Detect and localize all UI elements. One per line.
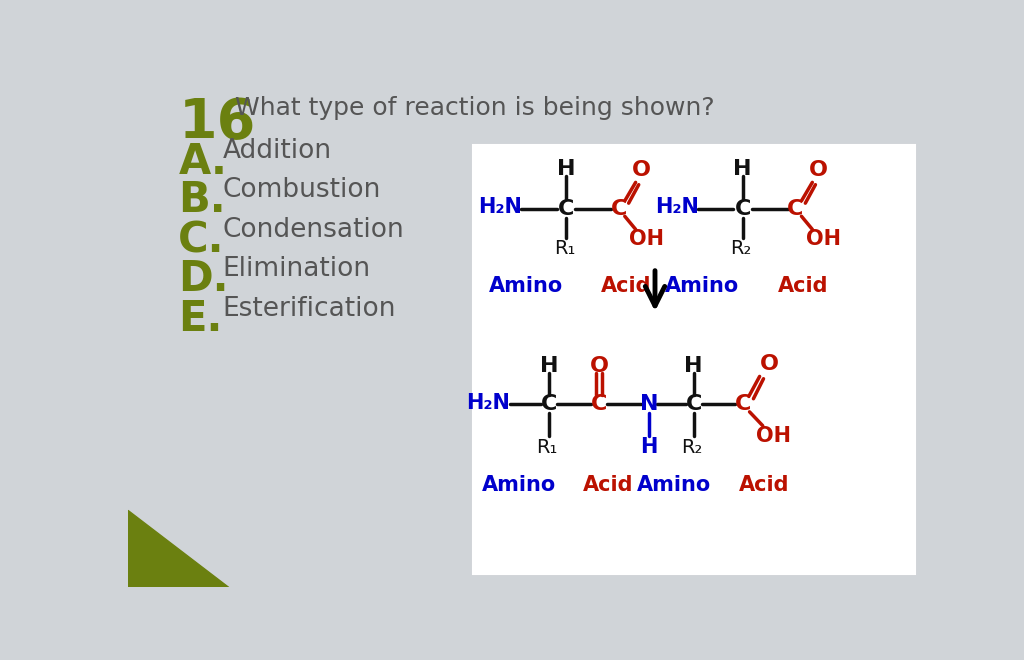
Text: A.: A. bbox=[178, 141, 227, 183]
Text: R₂: R₂ bbox=[682, 438, 702, 457]
Text: C: C bbox=[734, 199, 751, 218]
Text: O: O bbox=[760, 354, 778, 374]
Bar bbox=[473, 145, 914, 574]
Text: Amino: Amino bbox=[666, 276, 739, 296]
Text: 16: 16 bbox=[178, 96, 256, 150]
Text: OH: OH bbox=[806, 228, 841, 249]
Text: C: C bbox=[685, 394, 701, 414]
Text: Amino: Amino bbox=[482, 475, 556, 495]
Text: H₂N: H₂N bbox=[478, 197, 522, 217]
Text: Addition: Addition bbox=[222, 139, 332, 164]
Text: What type of reaction is being shown?: What type of reaction is being shown? bbox=[234, 96, 715, 120]
Text: H₂N: H₂N bbox=[654, 197, 698, 217]
Text: Acid: Acid bbox=[778, 276, 828, 296]
Text: E.: E. bbox=[178, 298, 223, 340]
Text: Acid: Acid bbox=[584, 475, 634, 495]
Text: H₂N: H₂N bbox=[467, 393, 510, 413]
Text: B.: B. bbox=[178, 180, 226, 221]
Text: C: C bbox=[610, 199, 627, 218]
Text: OH: OH bbox=[756, 426, 792, 446]
Text: C: C bbox=[734, 394, 751, 414]
Polygon shape bbox=[128, 510, 228, 587]
Text: H: H bbox=[557, 158, 575, 178]
Text: H: H bbox=[733, 158, 752, 178]
Text: C: C bbox=[787, 199, 804, 218]
Text: OH: OH bbox=[629, 228, 664, 249]
Text: Amino: Amino bbox=[488, 276, 563, 296]
Text: Esterification: Esterification bbox=[222, 296, 396, 321]
Text: C.: C. bbox=[178, 219, 225, 261]
Text: C: C bbox=[541, 394, 557, 414]
Text: R₂: R₂ bbox=[730, 239, 752, 258]
Text: D.: D. bbox=[178, 258, 229, 300]
Text: Acid: Acid bbox=[739, 475, 790, 495]
Text: Acid: Acid bbox=[601, 276, 651, 296]
Text: R₁: R₁ bbox=[537, 438, 558, 457]
Text: C: C bbox=[591, 394, 607, 414]
Text: R₁: R₁ bbox=[554, 239, 575, 258]
Text: Amino: Amino bbox=[637, 475, 711, 495]
Text: Combustion: Combustion bbox=[222, 177, 381, 203]
Text: Condensation: Condensation bbox=[222, 217, 404, 243]
Text: O: O bbox=[590, 356, 608, 376]
Text: H: H bbox=[640, 438, 657, 457]
Text: N: N bbox=[640, 394, 658, 414]
Text: H: H bbox=[684, 356, 703, 376]
Text: O: O bbox=[809, 160, 828, 180]
Text: Elimination: Elimination bbox=[222, 255, 371, 282]
Text: H: H bbox=[540, 356, 558, 376]
Text: O: O bbox=[633, 160, 651, 180]
Text: C: C bbox=[558, 199, 574, 218]
